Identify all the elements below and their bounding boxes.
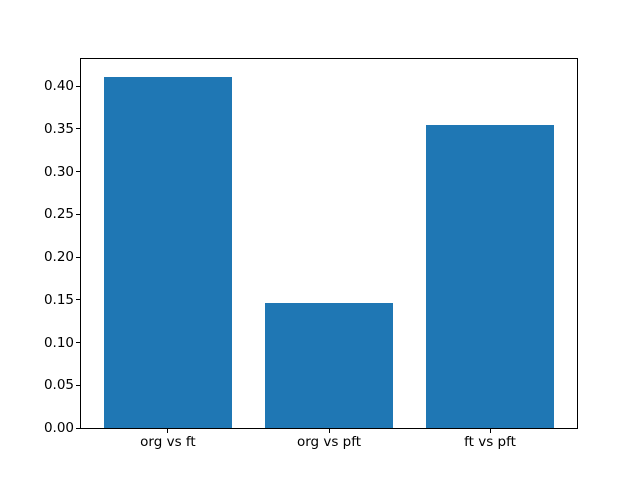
x-tick-label: org vs ft bbox=[140, 434, 196, 450]
x-tick-mark bbox=[489, 429, 491, 433]
y-tick-label: 0.20 bbox=[43, 249, 74, 265]
bar-ft-vs-pft bbox=[425, 124, 555, 428]
x-tick-label: org vs pft bbox=[296, 434, 362, 450]
x-tick-mark bbox=[328, 429, 330, 433]
y-tick-label: 0.40 bbox=[43, 78, 74, 95]
y-tick-label: 0.00 bbox=[43, 420, 74, 436]
y-tick-mark bbox=[76, 171, 80, 172]
y-tick-mark bbox=[76, 256, 80, 258]
y-tick-mark bbox=[76, 384, 80, 386]
x-tick-label: ft vs pft bbox=[464, 434, 516, 450]
y-tick-mark bbox=[76, 85, 80, 87]
y-tick-label: 0.30 bbox=[43, 163, 74, 180]
y-tick-label: 0.05 bbox=[43, 377, 74, 394]
y-tick-mark bbox=[76, 427, 80, 429]
y-tick-mark bbox=[76, 128, 80, 130]
y-tick-mark bbox=[76, 299, 80, 301]
y-tick-label: 0.25 bbox=[43, 206, 74, 223]
x-tick-mark bbox=[167, 429, 169, 433]
bar-org-vs-pft bbox=[264, 303, 394, 428]
y-tick-label: 0.10 bbox=[43, 334, 74, 351]
y-tick-mark bbox=[76, 213, 80, 215]
bar-org-vs-ft bbox=[103, 76, 233, 428]
y-tick-label: 0.15 bbox=[43, 291, 74, 308]
plot-area: 0.00 0.05 0.10 0.15 0.20 0.25 0.30 0.35 0.40 org … bbox=[44, 58, 578, 450]
y-tick-mark bbox=[76, 342, 80, 343]
y-tick-label: 0.35 bbox=[43, 120, 74, 137]
